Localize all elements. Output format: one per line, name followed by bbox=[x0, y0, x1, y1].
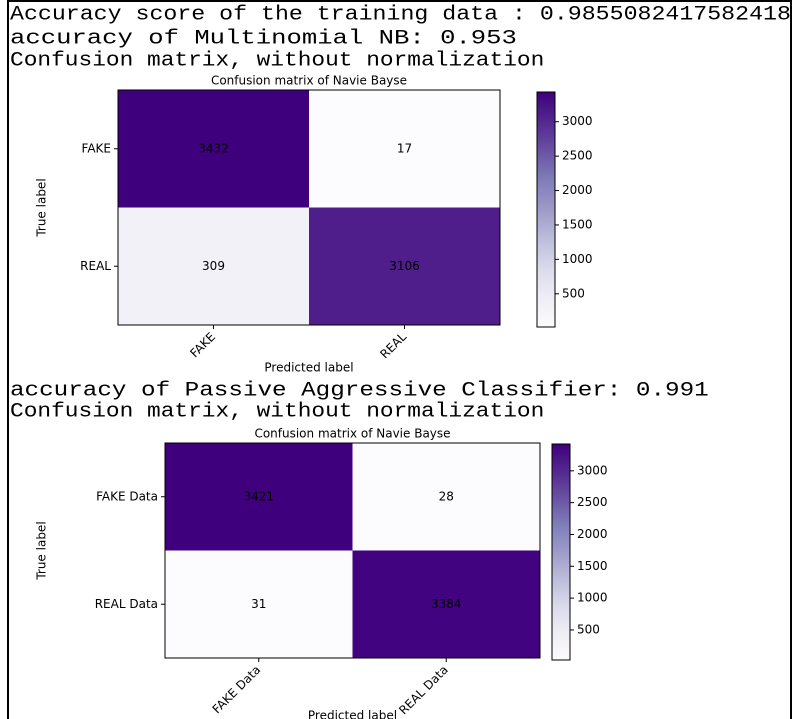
colorbar-tick-label: 1000 bbox=[577, 591, 608, 605]
y-tick-label: FAKE bbox=[82, 141, 111, 155]
x-axis-label: Predicted label bbox=[308, 709, 397, 719]
heatmap-cell bbox=[165, 550, 353, 658]
heatmap-cell bbox=[352, 550, 540, 658]
colorbar-tick-label: 1500 bbox=[562, 217, 593, 231]
y-tick-label: REAL bbox=[80, 259, 111, 273]
heatmap-cell bbox=[309, 207, 500, 325]
y-tick-label: REAL Data bbox=[95, 597, 158, 611]
x-tick-label: REAL bbox=[377, 329, 409, 361]
plot-frame bbox=[117, 89, 501, 326]
heatmap-cell bbox=[165, 443, 353, 551]
colorbar-tick-label: 500 bbox=[562, 286, 585, 300]
heatmap-cell bbox=[352, 443, 540, 551]
y-axis-label: True label bbox=[35, 178, 49, 237]
colorbar-tick-label: 2500 bbox=[577, 495, 608, 509]
colorbar bbox=[551, 443, 571, 661]
colorbar-tick-label: 2000 bbox=[562, 183, 593, 197]
cell-label: 3106 bbox=[389, 259, 420, 273]
plot-frame bbox=[164, 442, 541, 659]
output-line: accuracy of Passive Aggressive Classifie… bbox=[10, 379, 709, 402]
colorbar-tick-label: 500 bbox=[577, 622, 600, 636]
heatmap-cell bbox=[309, 90, 500, 208]
heatmap-cell bbox=[118, 90, 309, 208]
x-tick-label: FAKE Data bbox=[210, 663, 264, 717]
colorbar-tick-label: 2500 bbox=[562, 149, 593, 163]
x-axis-label: Predicted label bbox=[264, 361, 353, 375]
frame bbox=[7, 0, 792, 719]
colorbar-tick-label: 1500 bbox=[577, 559, 608, 573]
colorbar-tick-label: 3000 bbox=[562, 114, 593, 128]
cell-label: 31 bbox=[251, 597, 266, 611]
output-line: Accuracy score of the training data : 0.… bbox=[10, 3, 791, 26]
y-axis-label: True label bbox=[35, 521, 49, 580]
heatmap-cell bbox=[118, 207, 309, 325]
chart-title: Confusion matrix of Navie Bayse bbox=[211, 74, 407, 88]
colorbar-tick-label: 2000 bbox=[577, 527, 608, 541]
chart-title: Confusion matrix of Navie Bayse bbox=[254, 427, 450, 441]
output-line: Confusion matrix, without normalization bbox=[10, 400, 544, 423]
cell-label: 3421 bbox=[243, 489, 274, 503]
output-line: accuracy of Multinomial NB: 0.953 bbox=[10, 27, 517, 50]
colorbar bbox=[536, 91, 556, 328]
cell-label: 309 bbox=[202, 259, 225, 273]
cell-label: 28 bbox=[439, 489, 454, 503]
colorbar-tick-label: 1000 bbox=[562, 252, 593, 266]
x-tick-label: FAKE bbox=[187, 330, 218, 361]
x-tick-label: REAL Data bbox=[396, 663, 451, 718]
colorbar-tick-label: 3000 bbox=[577, 463, 608, 477]
cell-label: 3384 bbox=[431, 597, 462, 611]
output-line: Confusion matrix, without normalization bbox=[10, 49, 544, 72]
y-tick-label: FAKE Data bbox=[96, 489, 158, 503]
cell-label: 17 bbox=[397, 141, 412, 155]
cell-label: 3432 bbox=[198, 141, 229, 155]
